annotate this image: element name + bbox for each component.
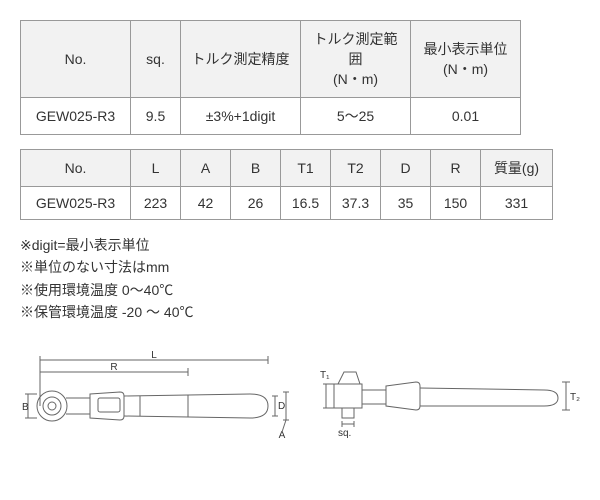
- table1-cell: 5～25: [301, 98, 411, 135]
- table2-header: L: [131, 150, 181, 187]
- note-line: ※単位のない寸法はmm: [20, 256, 580, 278]
- table2-cell: 150: [431, 187, 481, 220]
- dim-label-L: L: [151, 350, 157, 361]
- table2-cell: 42: [181, 187, 231, 220]
- spec-table-1: No.sq.トルク測定精度トルク測定範囲(N・m)最小表示単位(N・m) GEW…: [20, 20, 521, 135]
- table1-cell: ±3%+1digit: [181, 98, 301, 135]
- dimension-drawings: L R B D: [20, 348, 580, 448]
- table2-header: R: [431, 150, 481, 187]
- table2-cell: GEW025-R3: [21, 187, 131, 220]
- table1-header: No.: [21, 21, 131, 98]
- table2-header: B: [231, 150, 281, 187]
- table2-header: D: [381, 150, 431, 187]
- table2-cell: 331: [481, 187, 553, 220]
- table2-cell: 16.5: [281, 187, 331, 220]
- table2-header: No.: [21, 150, 131, 187]
- notes-block: ※digit=最小表示単位※単位のない寸法はmm※使用環境温度 0～40℃※保管…: [20, 234, 580, 324]
- dim-label-T2: T₂: [570, 392, 580, 403]
- table2-header: 質量(g): [481, 150, 553, 187]
- table1-header: トルク測定範囲(N・m): [301, 21, 411, 98]
- dim-label-B: B: [22, 402, 29, 413]
- table1-cell: 9.5: [131, 98, 181, 135]
- side-view-diagram: sq. T₁ T₂: [320, 348, 580, 448]
- table2-cell: 26: [231, 187, 281, 220]
- table2-cell: 35: [381, 187, 431, 220]
- table2-header: T1: [281, 150, 331, 187]
- spec-table-2: No.LABT1T2DR質量(g) GEW025-R3223422616.537…: [20, 149, 553, 220]
- table1-cell: 0.01: [411, 98, 521, 135]
- table2-header: A: [181, 150, 231, 187]
- dim-label-T1: T₁: [320, 370, 330, 381]
- table2-header: T2: [331, 150, 381, 187]
- table1-header: トルク測定精度: [181, 21, 301, 98]
- dim-label-R: R: [110, 362, 117, 373]
- table1-header: 最小表示単位(N・m): [411, 21, 521, 98]
- table1-cell: GEW025-R3: [21, 98, 131, 135]
- note-line: ※使用環境温度 0～40℃: [20, 279, 580, 301]
- note-line: ※保管環境温度 -20 ～ 40℃: [20, 301, 580, 323]
- top-view-diagram: L R B D: [20, 348, 290, 448]
- dim-label-sq: sq.: [338, 428, 351, 439]
- dim-label-D: D: [278, 401, 285, 412]
- note-line: ※digit=最小表示単位: [20, 234, 580, 256]
- table2-cell: 37.3: [331, 187, 381, 220]
- table2-cell: 223: [131, 187, 181, 220]
- table1-header: sq.: [131, 21, 181, 98]
